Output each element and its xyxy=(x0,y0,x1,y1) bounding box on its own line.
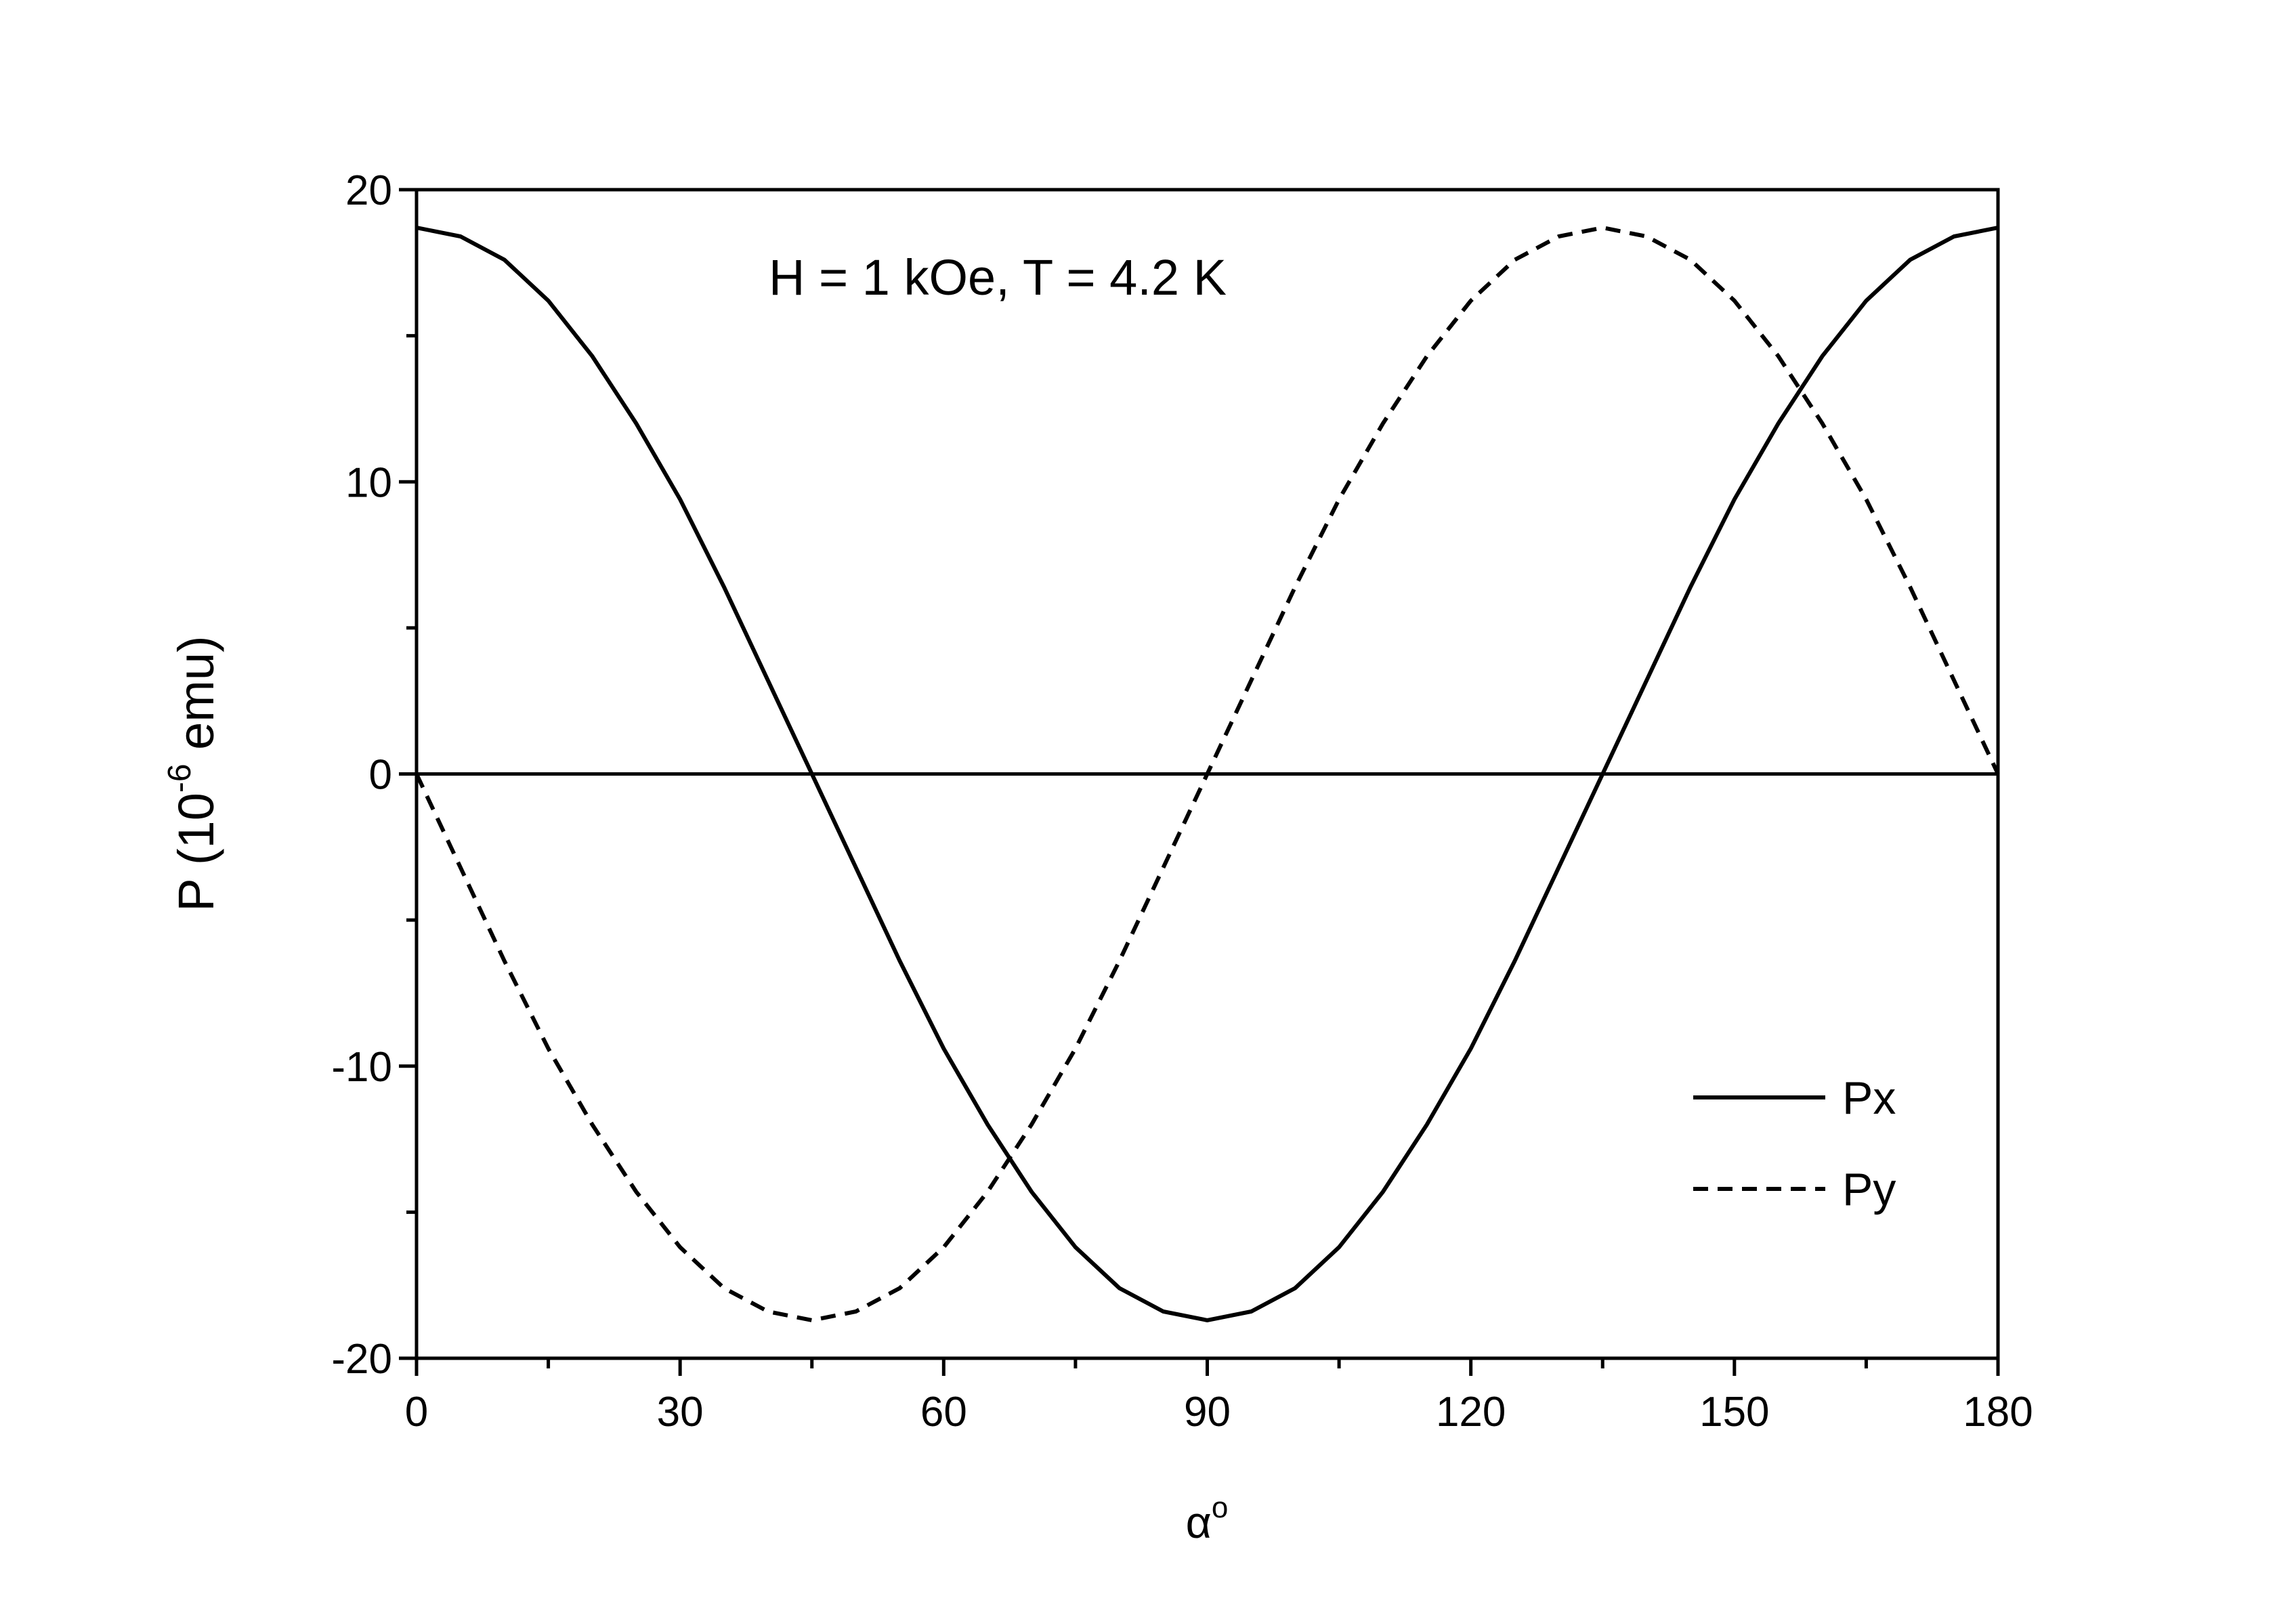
y-tick-label: -20 xyxy=(331,1336,392,1383)
y-label-after: emu) xyxy=(168,635,224,763)
plot-frame xyxy=(414,188,2000,1360)
series-line xyxy=(414,226,2000,1322)
x-tick-label: 0 xyxy=(405,1389,428,1435)
y-tick-label: 20 xyxy=(345,167,392,214)
y-tick-label: -10 xyxy=(331,1044,392,1091)
x-tick-label: 30 xyxy=(657,1389,704,1435)
y-axis-label: P (10-6 emu) xyxy=(162,635,224,911)
x-axis-label: αo xyxy=(1186,1491,1229,1547)
y-label-sup: -6 xyxy=(162,763,198,793)
y-label-text: P (10 xyxy=(168,793,224,912)
x-tick-label: 150 xyxy=(1699,1389,1769,1435)
x-label-text: α xyxy=(1186,1497,1212,1547)
x-tick-label: 90 xyxy=(1184,1389,1231,1435)
x-tick-label: 120 xyxy=(1436,1389,1506,1435)
legend-label: Px xyxy=(1842,1072,1896,1124)
x-tick-label: 60 xyxy=(920,1389,967,1435)
annotation: H = 1 kOe, T = 4.2 K xyxy=(769,249,1227,306)
legend-label: Py xyxy=(1842,1164,1896,1215)
x-tick-label: 180 xyxy=(1963,1389,2033,1435)
series-line xyxy=(416,226,1999,1322)
x-label-sup: o xyxy=(1212,1491,1228,1524)
y-tick-label: 10 xyxy=(345,459,392,506)
y-tick-label: 0 xyxy=(369,752,392,799)
